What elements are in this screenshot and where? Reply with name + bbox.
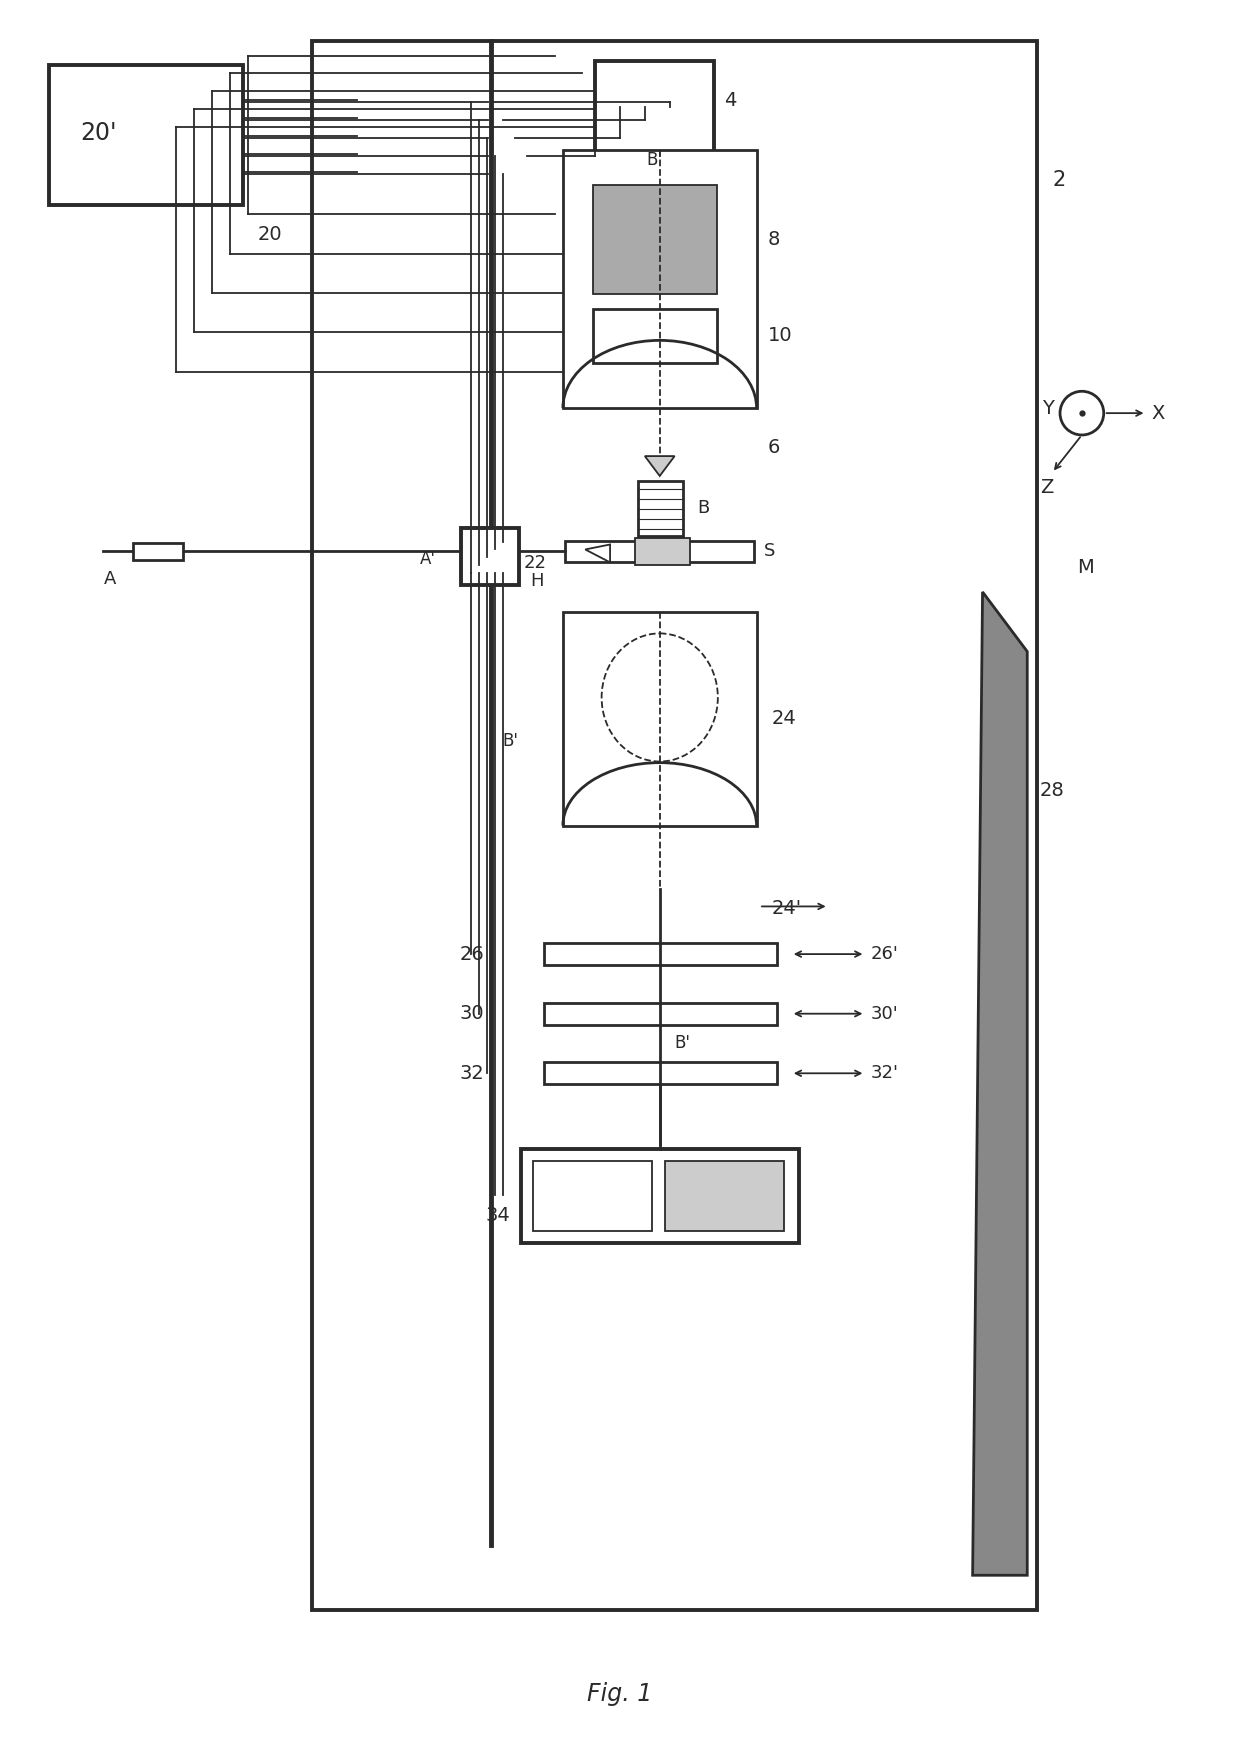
Text: Z: Z bbox=[1040, 479, 1054, 498]
Text: S: S bbox=[764, 542, 775, 561]
Polygon shape bbox=[645, 456, 675, 477]
Bar bbox=[593, 184, 718, 295]
Text: 26': 26' bbox=[870, 945, 898, 962]
Bar bbox=[565, 540, 754, 563]
Text: Y: Y bbox=[1042, 398, 1054, 417]
Bar bbox=[543, 1062, 777, 1083]
Text: 10: 10 bbox=[768, 326, 792, 345]
Text: B': B' bbox=[647, 151, 662, 168]
Text: 28: 28 bbox=[1039, 782, 1064, 799]
Text: X: X bbox=[1152, 403, 1164, 422]
Bar bbox=[563, 151, 758, 408]
Bar bbox=[533, 1160, 652, 1231]
Text: 26: 26 bbox=[459, 945, 484, 964]
Text: 6: 6 bbox=[768, 438, 780, 458]
Text: 34: 34 bbox=[486, 1206, 511, 1225]
Text: 8: 8 bbox=[768, 230, 780, 249]
Bar bbox=[48, 65, 243, 205]
Bar bbox=[593, 309, 718, 363]
Bar bbox=[543, 943, 777, 964]
Text: A: A bbox=[103, 570, 115, 589]
Text: 20': 20' bbox=[81, 121, 117, 145]
Text: Fig. 1: Fig. 1 bbox=[588, 1683, 652, 1706]
Text: M: M bbox=[1076, 557, 1094, 577]
Bar bbox=[133, 542, 184, 561]
Text: 4: 4 bbox=[724, 91, 737, 110]
Bar bbox=[635, 538, 689, 566]
Text: 32: 32 bbox=[459, 1064, 484, 1083]
Text: B': B' bbox=[675, 1034, 691, 1052]
Text: 30: 30 bbox=[459, 1004, 484, 1024]
Bar bbox=[563, 612, 758, 826]
Bar bbox=[637, 480, 682, 536]
Bar bbox=[665, 1160, 784, 1231]
Bar bbox=[543, 1003, 777, 1024]
Bar bbox=[521, 1148, 799, 1243]
Text: 20: 20 bbox=[258, 224, 281, 244]
Text: A': A' bbox=[420, 550, 436, 568]
Bar bbox=[595, 61, 714, 154]
Polygon shape bbox=[972, 593, 1027, 1576]
Text: 24: 24 bbox=[773, 708, 797, 727]
Polygon shape bbox=[585, 545, 610, 563]
Text: 24': 24' bbox=[773, 899, 802, 919]
Text: B': B' bbox=[502, 733, 518, 750]
Text: H: H bbox=[531, 571, 544, 591]
Text: B: B bbox=[697, 500, 709, 517]
Bar bbox=[461, 528, 518, 586]
Bar bbox=[312, 40, 1037, 1609]
Text: 30': 30' bbox=[870, 1004, 898, 1022]
Text: 22: 22 bbox=[523, 554, 547, 573]
Text: 32': 32' bbox=[870, 1064, 898, 1082]
Text: 2: 2 bbox=[1052, 170, 1065, 189]
